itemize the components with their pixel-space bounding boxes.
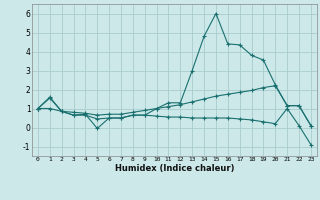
X-axis label: Humidex (Indice chaleur): Humidex (Indice chaleur)	[115, 164, 234, 173]
